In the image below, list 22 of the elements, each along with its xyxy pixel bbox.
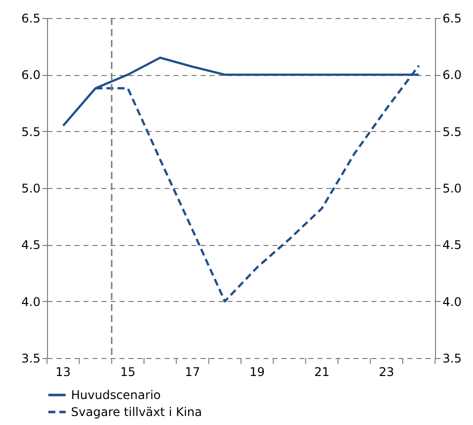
- x-tick-label: 17: [184, 365, 200, 379]
- y-tick-label: 5.5: [21, 124, 40, 139]
- y-tick-label: 6.0: [21, 68, 40, 82]
- y-tick-label: 4.0: [21, 294, 40, 309]
- x-tick-label: 13: [56, 365, 71, 379]
- y2-tick-label: 4.5: [442, 238, 462, 252]
- x-tick-label: 15: [120, 365, 136, 379]
- x-tick-label: 21: [314, 365, 330, 379]
- y2-tick-label: 4.0: [442, 294, 462, 309]
- y2-tick-label: 6.0: [442, 68, 462, 82]
- y-tick-label: 6.5: [21, 12, 40, 26]
- y2-tick-label: 5.5: [442, 124, 462, 139]
- y2-tick-label: 6.5: [442, 12, 462, 26]
- y-tick-label: 3.5: [21, 352, 40, 366]
- legend-label: Svagare tillväxt i Kina: [71, 405, 202, 419]
- y2-tick-label: 5.0: [442, 182, 462, 196]
- legend-label: Huvudscenario: [71, 388, 161, 402]
- x-tick-label: 23: [378, 365, 394, 379]
- x-tick-label: 19: [250, 365, 265, 379]
- y-tick-label: 4.5: [21, 238, 40, 252]
- y-tick-label: 5.0: [21, 182, 40, 196]
- y2-tick-label: 3.5: [442, 352, 462, 366]
